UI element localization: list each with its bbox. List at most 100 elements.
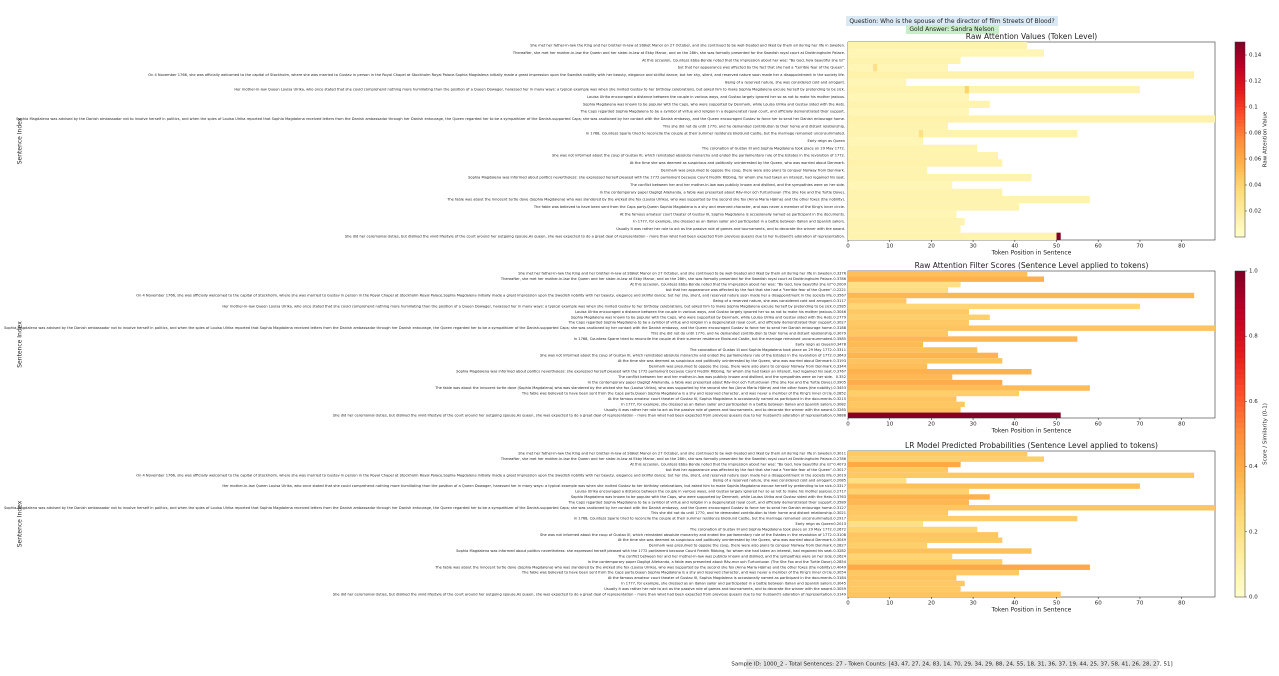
score-label: 0.3589 <box>833 500 846 504</box>
row-cells <box>848 358 1003 364</box>
colorbar-step <box>1235 172 1245 176</box>
colorbar-step <box>1235 120 1245 124</box>
colorbar-tick-label: 0.0 <box>1249 595 1258 601</box>
colorbar-step <box>1235 217 1245 222</box>
sentence-label: She met her father-in-law the King and h… <box>530 44 845 48</box>
row-cells <box>848 526 978 533</box>
sentence-label: Denmark was presumed to oppose the coup,… <box>649 544 833 548</box>
footer: Sample ID: 1000_2 - Total Sentences: 27 … <box>731 662 1172 668</box>
colorbar-step <box>1235 152 1245 157</box>
colorbar-step <box>1235 113 1245 118</box>
colorbar-step <box>1235 363 1245 370</box>
colorbar-step <box>1235 194 1245 199</box>
colorbar-step <box>1235 466 1245 473</box>
colorbar-step <box>1235 126 1245 131</box>
score-label: 0.9888 <box>833 413 846 417</box>
x-tick-label: 70 <box>1136 601 1143 607</box>
sentence-label: Sophia Magdalena was known to be popular… <box>571 495 833 499</box>
sentence-label: At the famous amateur court theater of G… <box>608 576 833 580</box>
score-label: 0.2013 <box>833 522 846 526</box>
colorbar-step <box>1235 569 1245 576</box>
score-label: 0.3011 <box>833 452 846 456</box>
score-label: 0.2672 <box>833 527 846 531</box>
row-cells <box>848 320 969 326</box>
row-cells <box>848 407 961 413</box>
sentence-label: Usually it was rather her role to act as… <box>604 587 833 591</box>
score-label: 0.3265 <box>833 408 846 412</box>
row-cells <box>848 363 928 369</box>
colorbar-step <box>1235 48 1245 53</box>
row-cells <box>848 159 1003 167</box>
sentence-label: Thereafter, she met her mother-in-law th… <box>500 457 833 461</box>
row-cells <box>848 56 961 64</box>
colorbar-step <box>1235 575 1245 581</box>
colorbar-step <box>1235 357 1245 364</box>
sentence-label: Being of a reserved nature, she was cons… <box>713 299 833 303</box>
x-tick-label: 70 <box>1136 244 1143 250</box>
score-label: 0.3282 <box>833 549 846 553</box>
colorbar-step <box>1235 58 1245 62</box>
sentence-label: but that her appearance was affected by … <box>666 468 833 472</box>
sentence-label: The Caps regarded Sophia Magdalena to be… <box>567 321 833 325</box>
colorbar-label: Score / Similarity (0-1) <box>1263 403 1269 465</box>
row-cells <box>848 352 999 359</box>
score-label: 0.3045 <box>833 581 846 585</box>
colorbar-step <box>1235 412 1245 418</box>
score-label: 0.3184 <box>833 576 846 580</box>
row-cells <box>848 292 1195 299</box>
sentence-label: Usually it was rather her role to act as… <box>604 408 833 412</box>
row-cells <box>848 303 1140 310</box>
row-cells <box>848 575 957 581</box>
colorbar-step <box>1235 77 1245 82</box>
sentence-label: Sophia Magdalena was advised by the Dani… <box>4 326 833 330</box>
colorbar-step <box>1235 220 1245 225</box>
x-tick-label: 30 <box>970 422 977 428</box>
sentence-label: Early reign as Queen <box>795 343 833 347</box>
row-cells <box>848 314 990 320</box>
colorbar-step <box>1235 64 1245 69</box>
row-cells <box>848 271 1028 277</box>
colorbar-step <box>1235 110 1245 114</box>
x-tick-label: 40 <box>1011 601 1018 607</box>
row-cells <box>848 483 1140 489</box>
colorbar-tick-label: 0.12 <box>1249 79 1261 85</box>
score-label: 0.2786 <box>833 457 846 461</box>
colorbar-step <box>1235 136 1245 140</box>
colorbar-step <box>1235 564 1245 571</box>
colorbar-step <box>1235 107 1245 111</box>
score-label: 0.3079 <box>833 332 846 336</box>
score-label: 0.2717 <box>833 490 846 494</box>
colorbar-step <box>1235 159 1245 163</box>
sentence-label: Louisa Ulrika encouraged a distance betw… <box>575 490 833 494</box>
colorbar-step <box>1235 287 1245 294</box>
row-cells <box>848 122 949 130</box>
x-axis-label: Token Position in Sentence <box>991 607 1072 614</box>
sentence-label: The coronation of Gustav III and Sophia … <box>689 527 833 531</box>
x-tick-label: 80 <box>1178 601 1185 607</box>
sentence-label: In the contemporary paper Dagligt Alleha… <box>588 560 833 564</box>
colorbar-step <box>1235 74 1245 79</box>
colorbar-step <box>1235 558 1245 565</box>
colorbar-step <box>1235 330 1245 337</box>
colorbar-step <box>1235 379 1245 386</box>
colorbar-step <box>1235 68 1245 72</box>
score-label: 0.2009 <box>833 283 846 287</box>
row-cells <box>848 369 1032 375</box>
row-cells <box>848 553 953 560</box>
row-cells <box>848 461 961 468</box>
colorbar-step <box>1235 271 1245 277</box>
sentence-label: This she did not do until 1770, and he d… <box>662 124 845 128</box>
x-tick-label: 10 <box>886 244 893 250</box>
row-cells <box>848 86 1140 94</box>
chart-title: Raw Attention Filter Scores (Sentence Le… <box>915 261 1149 270</box>
sentence-label: At the famous amateur court theater of G… <box>608 397 833 401</box>
row-cells <box>848 412 1061 418</box>
score-label: 0.3027 <box>833 321 846 325</box>
colorbar-step <box>1235 526 1245 533</box>
row-cells <box>848 174 1032 182</box>
score-label: 0.3059 <box>833 587 846 591</box>
sentence-label: At this occasion, Countess Ebba Bonde no… <box>642 58 845 62</box>
colorbar-step <box>1235 227 1245 231</box>
x-tick-label: 20 <box>928 422 935 428</box>
